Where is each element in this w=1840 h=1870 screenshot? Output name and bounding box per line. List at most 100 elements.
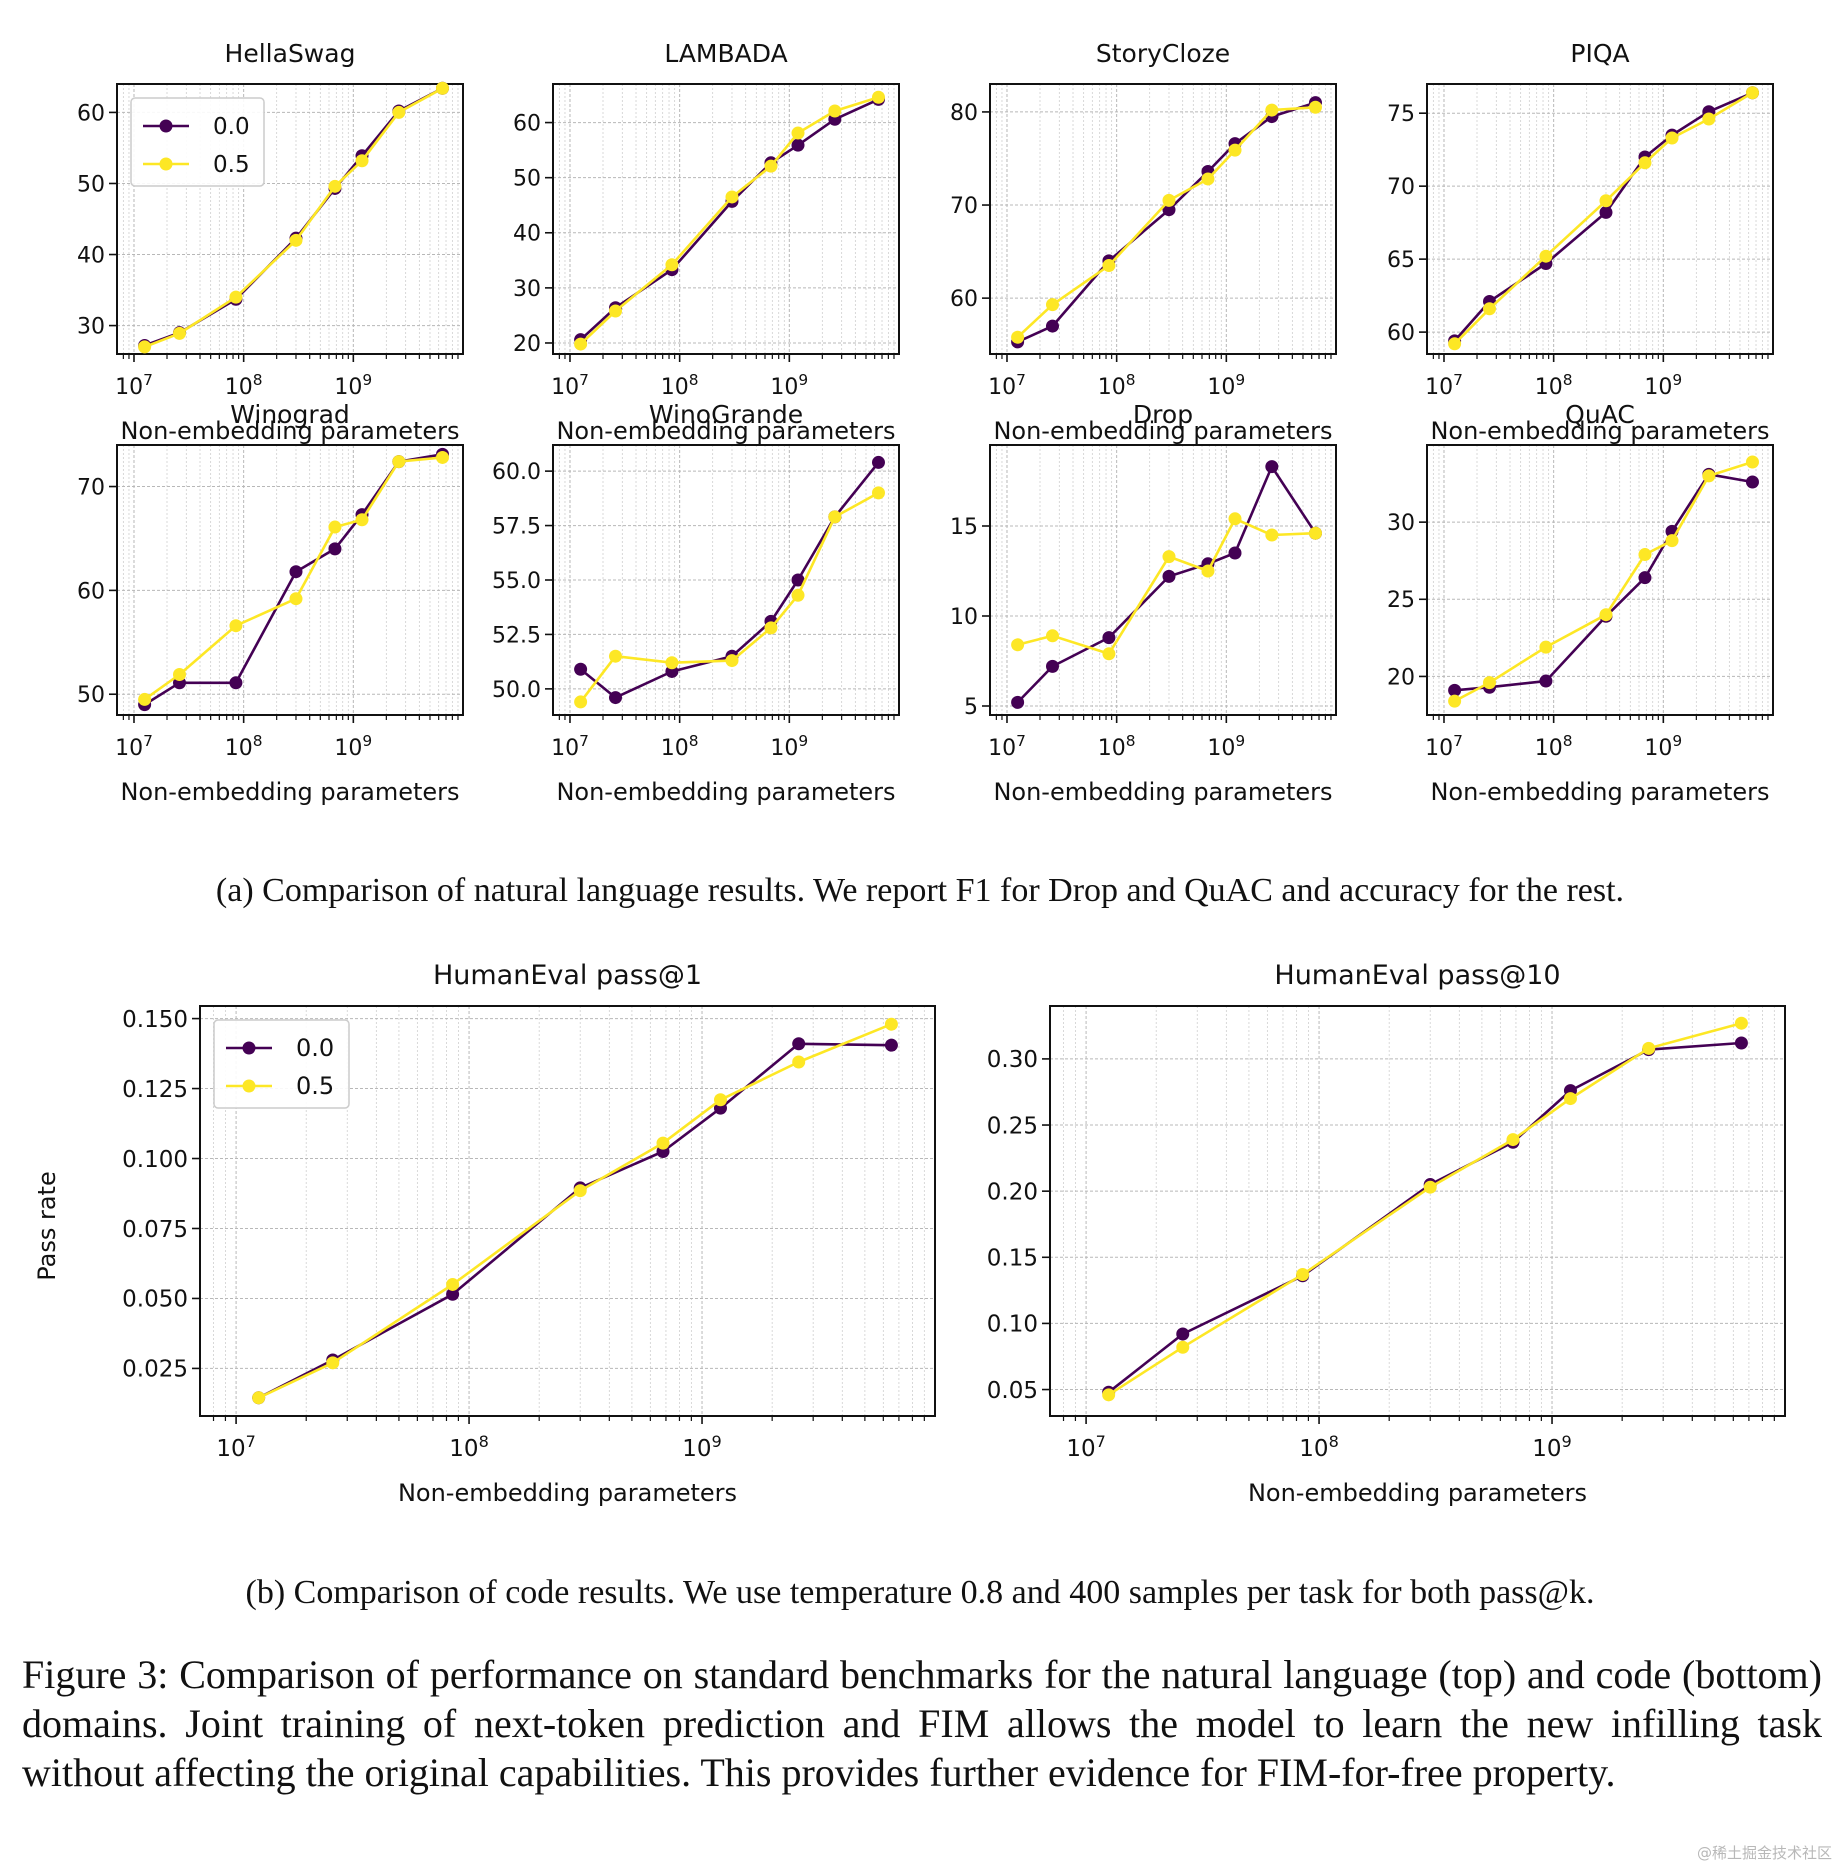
data-point-0.5 (355, 513, 369, 527)
data-point-0.5 (828, 104, 842, 118)
y-tick-label: 40 (513, 222, 541, 247)
data-point-0.5 (1745, 86, 1759, 100)
x-tick-label: 109 (770, 732, 808, 761)
data-point-0.5 (1308, 100, 1322, 114)
series-line-0.0 (1453, 91, 1754, 342)
data-point-0.5 (1011, 638, 1025, 652)
data-point-0.5 (1102, 259, 1116, 273)
data-point-0.5 (665, 258, 679, 272)
data-point-0.5 (1308, 526, 1322, 540)
x-tick-label: 107 (115, 371, 153, 400)
data-point-0.5 (884, 1017, 898, 1031)
y-tick-label: 20 (513, 332, 541, 357)
y-tick-label: 60.0 (492, 460, 541, 485)
y-tick-label: 80 (950, 101, 978, 126)
data-point-0.5 (1745, 455, 1759, 469)
y-tick-label: 0.05 (987, 1378, 1038, 1404)
chart-hellaswag: 107 108 109 30 40 50 60 HellaSwag Non-embedding … (77, 39, 464, 445)
data-point-0.0 (1011, 695, 1025, 709)
x-tick-label: 109 (1644, 371, 1682, 400)
y-tick-label: 70 (77, 475, 105, 500)
chart-storycloze: 107 108 109 60 70 80 StoryCloze Non-embedding p… (950, 39, 1337, 445)
subfigure-a-caption: (a) Comparison of natural language resul… (215, 872, 1625, 909)
data-point-0.5 (1102, 1388, 1116, 1402)
chart-title: WinoGrande (649, 400, 803, 429)
data-point-0.0 (1745, 475, 1759, 489)
chart-title: StoryCloze (1096, 39, 1230, 68)
y-tick-label: 30 (513, 277, 541, 302)
data-point-0.5 (229, 290, 243, 304)
data-point-0.5 (1265, 528, 1279, 542)
chart-winogrande: 107 108 10950.052.555.057.560.0WinoGrandeN… (492, 400, 900, 806)
data-point-0.5 (1265, 103, 1279, 117)
data-point-0.5 (1702, 469, 1716, 483)
x-tick-label: 109 (1644, 732, 1682, 761)
data-point-0.0 (1162, 569, 1176, 583)
y-tick-label: 50.0 (492, 678, 541, 703)
data-point-0.5 (574, 337, 588, 351)
data-point-0.0 (1102, 631, 1116, 645)
data-point-0.5 (252, 1391, 266, 1405)
data-point-0.5 (1201, 564, 1215, 578)
data-point-0.0 (289, 565, 303, 579)
subfigure-b-caption: (b) Comparison of code results. We use t… (245, 1574, 1595, 1611)
series-line-0.5 (1016, 106, 1316, 339)
data-point-0.5 (1506, 1133, 1520, 1147)
y-tick-label: 40 (77, 243, 105, 268)
series-line-0.0 (258, 1042, 892, 1399)
chart-humaneval-pass1: 107 108 109 0.025 0.050 0.075 0.100 0.125 0.150 H… (33, 960, 936, 1507)
data-point-0.0 (792, 1037, 806, 1051)
y-tick-label: 0.25 (987, 1113, 1038, 1139)
chart-title: HumanEval pass@1 (433, 960, 702, 991)
data-point-0.5 (608, 649, 622, 663)
x-tick-label: 109 (770, 371, 808, 400)
x-tick-label: 109 (334, 732, 372, 761)
y-tick-label: 52.5 (492, 623, 541, 648)
x-tick-label: 107 (551, 732, 589, 761)
data-point-0.5 (392, 455, 406, 469)
data-point-0.5 (172, 326, 186, 340)
data-point-0.5 (1539, 640, 1553, 654)
data-point-0.5 (1702, 112, 1716, 126)
chart-title: HumanEval pass@10 (1274, 960, 1560, 991)
chart-title: HellaSwag (225, 39, 356, 68)
data-point-0.5 (1011, 330, 1025, 344)
y-tick-label: 0.20 (987, 1179, 1038, 1205)
y-tick-label: 5 (964, 695, 978, 720)
legend-label: 0.0 (213, 114, 250, 140)
x-tick-label: 107 (115, 732, 153, 761)
chart-title: QuAC (1565, 400, 1635, 429)
x-axis-label: Non-embedding parameters (120, 417, 459, 445)
data-point-0.0 (884, 1038, 898, 1052)
y-tick-label: 50 (77, 683, 105, 708)
y-tick-label: 60 (950, 287, 978, 312)
legend-marker (242, 1079, 256, 1093)
legend-label: 0.0 (296, 1034, 334, 1062)
data-point-0.5 (725, 190, 739, 204)
data-point-0.5 (1201, 172, 1215, 186)
x-axis-label: Non-embedding parameters (1430, 778, 1769, 806)
x-tick-label: 108 (1098, 732, 1136, 761)
data-point-0.5 (1642, 1041, 1656, 1055)
x-tick-label: 109 (1207, 732, 1245, 761)
series-line-0.5 (258, 1022, 892, 1399)
x-tick-label: 107 (1425, 732, 1463, 761)
data-point-0.0 (1228, 546, 1242, 560)
series-line-0.5 (1017, 517, 1316, 656)
y-tick-label: 60 (513, 111, 541, 136)
series-line-0.5 (1107, 1021, 1742, 1396)
data-point-0.0 (608, 691, 622, 705)
data-point-0.0 (1734, 1036, 1748, 1050)
axes-frame (1049, 1005, 1786, 1417)
x-tick-label: 107 (988, 371, 1026, 400)
y-tick-label: 60 (1387, 321, 1415, 346)
y-tick-label: 57.5 (492, 514, 541, 539)
data-point-0.0 (791, 138, 805, 152)
y-tick-label: 25 (1387, 588, 1415, 613)
data-point-0.5 (328, 520, 342, 534)
x-axis-label: Non-embedding parameters (556, 778, 895, 806)
data-point-0.0 (1045, 659, 1059, 673)
data-point-0.0 (328, 542, 342, 556)
series-line-0.5 (144, 87, 444, 349)
x-tick-label: 108 (225, 371, 263, 400)
